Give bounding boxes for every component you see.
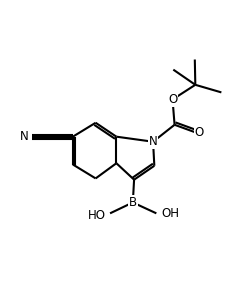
- Text: HO: HO: [87, 209, 105, 222]
- Text: N: N: [20, 130, 28, 143]
- Text: B: B: [128, 196, 136, 209]
- Text: OH: OH: [160, 207, 178, 220]
- Text: N: N: [148, 135, 157, 148]
- Text: O: O: [194, 126, 203, 139]
- Text: O: O: [167, 93, 176, 106]
